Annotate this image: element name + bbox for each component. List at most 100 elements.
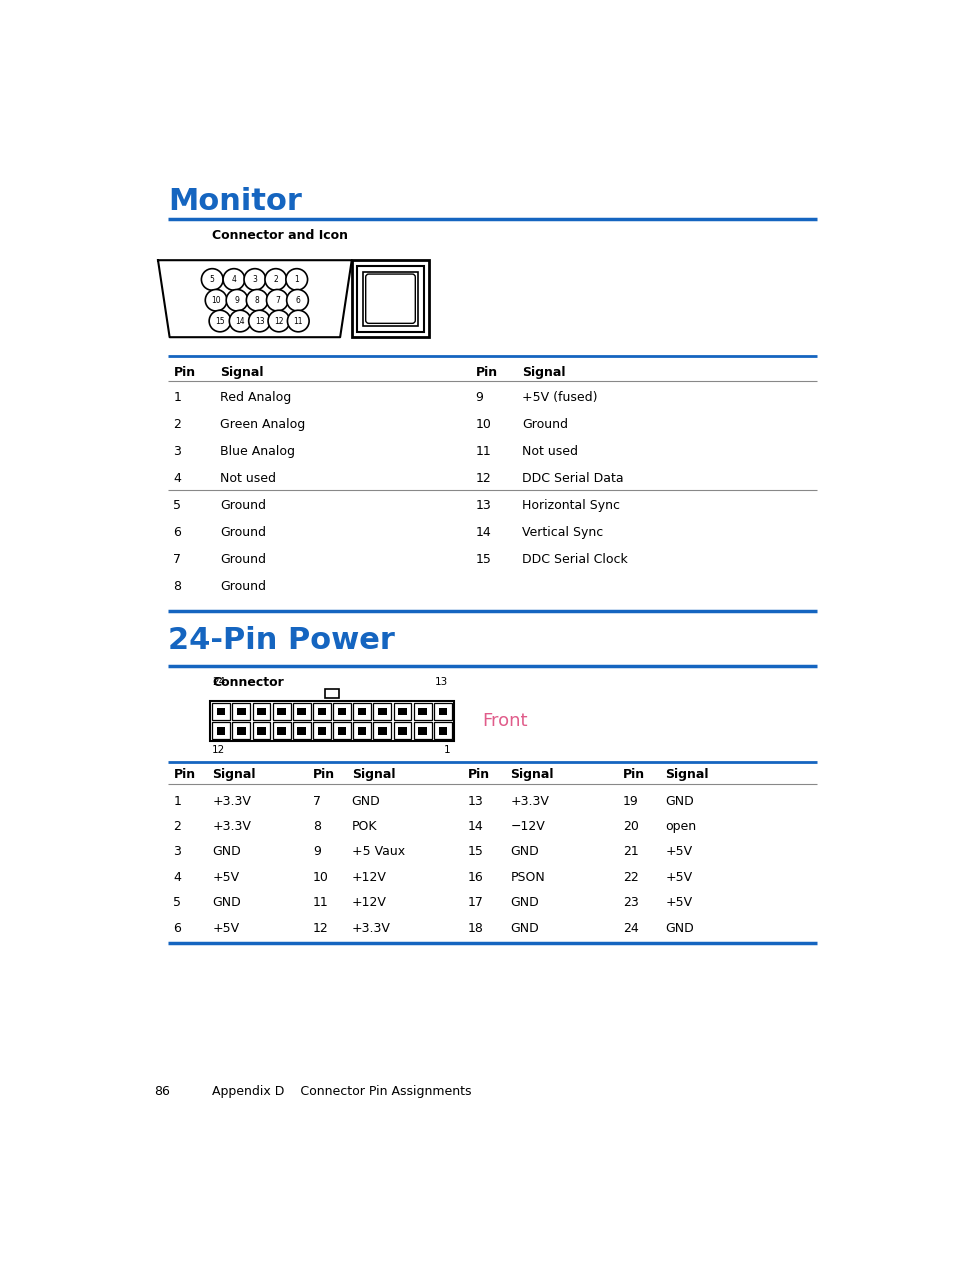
Text: 13: 13 [435, 677, 447, 687]
Text: +5V: +5V [665, 846, 692, 859]
Text: 3: 3 [173, 444, 181, 458]
Text: Ground: Ground [220, 499, 266, 512]
Bar [353, 704, 371, 720]
Bar [414, 704, 431, 720]
Bar [297, 726, 306, 734]
Text: 3: 3 [253, 274, 257, 284]
Bar [373, 723, 391, 739]
Text: 23: 23 [622, 897, 639, 909]
Text: Horizontal Sync: Horizontal Sync [521, 499, 619, 512]
Bar [394, 723, 411, 739]
Text: 8: 8 [313, 820, 320, 833]
Text: 11: 11 [313, 897, 329, 909]
Text: Ground: Ground [220, 526, 266, 538]
Bar [313, 723, 331, 739]
Circle shape [265, 269, 286, 291]
Circle shape [201, 269, 223, 291]
Text: +5V: +5V [212, 922, 239, 935]
Text: +3.3V: +3.3V [352, 922, 390, 935]
Bar [210, 701, 454, 742]
Text: Pin: Pin [173, 768, 195, 781]
Bar [253, 723, 270, 739]
Text: Appendix D    Connector Pin Assignments: Appendix D Connector Pin Assignments [212, 1085, 471, 1099]
Text: 6: 6 [294, 296, 299, 305]
Text: 14: 14 [476, 526, 491, 538]
Text: 5: 5 [173, 897, 181, 909]
Text: 9: 9 [234, 296, 239, 305]
Text: 7: 7 [173, 552, 181, 566]
Text: Signal: Signal [510, 768, 554, 781]
Bar [377, 707, 386, 715]
Bar [333, 723, 351, 739]
Text: +5V: +5V [665, 871, 692, 884]
Text: 4: 4 [232, 274, 236, 284]
Bar [257, 707, 266, 715]
Bar [216, 726, 225, 734]
Bar [236, 726, 245, 734]
Text: 9: 9 [476, 391, 483, 404]
Text: 86: 86 [154, 1085, 170, 1099]
Bar [233, 723, 250, 739]
Text: GND: GND [352, 795, 380, 808]
Text: 17: 17 [468, 897, 483, 909]
Bar [277, 726, 286, 734]
Text: Pin: Pin [476, 367, 497, 380]
Text: 3: 3 [173, 846, 181, 859]
Text: Monitor: Monitor [168, 187, 302, 216]
Text: DDC Serial Clock: DDC Serial Clock [521, 552, 627, 566]
Bar [216, 707, 225, 715]
Bar [273, 704, 291, 720]
Text: DDC Serial Data: DDC Serial Data [521, 472, 623, 485]
Text: 12: 12 [313, 922, 329, 935]
Text: 24: 24 [212, 677, 225, 687]
Text: 12: 12 [476, 472, 491, 485]
Bar [293, 723, 311, 739]
Text: Green Analog: Green Analog [220, 418, 305, 431]
Bar [397, 726, 406, 734]
Text: 12: 12 [212, 745, 225, 756]
Text: 11: 11 [294, 316, 303, 325]
Bar [434, 704, 452, 720]
Text: +12V: +12V [352, 871, 386, 884]
Text: Blue Analog: Blue Analog [220, 444, 294, 458]
Bar [297, 707, 306, 715]
Text: Pin: Pin [622, 768, 644, 781]
Text: GND: GND [665, 922, 694, 935]
Text: Vertical Sync: Vertical Sync [521, 526, 603, 538]
Text: 13: 13 [468, 795, 483, 808]
Text: +3.3V: +3.3V [212, 820, 251, 833]
Text: 11: 11 [476, 444, 491, 458]
Bar [377, 726, 386, 734]
Text: 15: 15 [468, 846, 483, 859]
Circle shape [249, 310, 270, 331]
Text: 21: 21 [622, 846, 639, 859]
Text: 16: 16 [468, 871, 483, 884]
Text: Pin: Pin [173, 367, 195, 380]
Bar [353, 723, 371, 739]
Text: Signal: Signal [665, 768, 708, 781]
Text: Connector: Connector [212, 676, 284, 690]
Text: 6: 6 [173, 922, 181, 935]
Text: 10: 10 [476, 418, 491, 431]
Text: Red Analog: Red Analog [220, 391, 291, 404]
Text: +5V: +5V [212, 871, 239, 884]
Text: +5 Vaux: +5 Vaux [352, 846, 404, 859]
Bar [357, 726, 366, 734]
Bar [273, 723, 291, 739]
Text: 14: 14 [235, 316, 245, 325]
Bar [313, 704, 331, 720]
Bar [418, 726, 427, 734]
Text: 5: 5 [173, 499, 181, 512]
Circle shape [287, 310, 309, 331]
Bar [434, 723, 452, 739]
Bar [418, 707, 427, 715]
Text: 15: 15 [215, 316, 225, 325]
Bar [317, 707, 326, 715]
Text: 7: 7 [313, 795, 320, 808]
Text: 19: 19 [622, 795, 639, 808]
Text: Not used: Not used [220, 472, 275, 485]
Bar [352, 260, 429, 338]
Text: GND: GND [665, 795, 694, 808]
Bar [438, 726, 447, 734]
Text: PSON: PSON [510, 871, 545, 884]
